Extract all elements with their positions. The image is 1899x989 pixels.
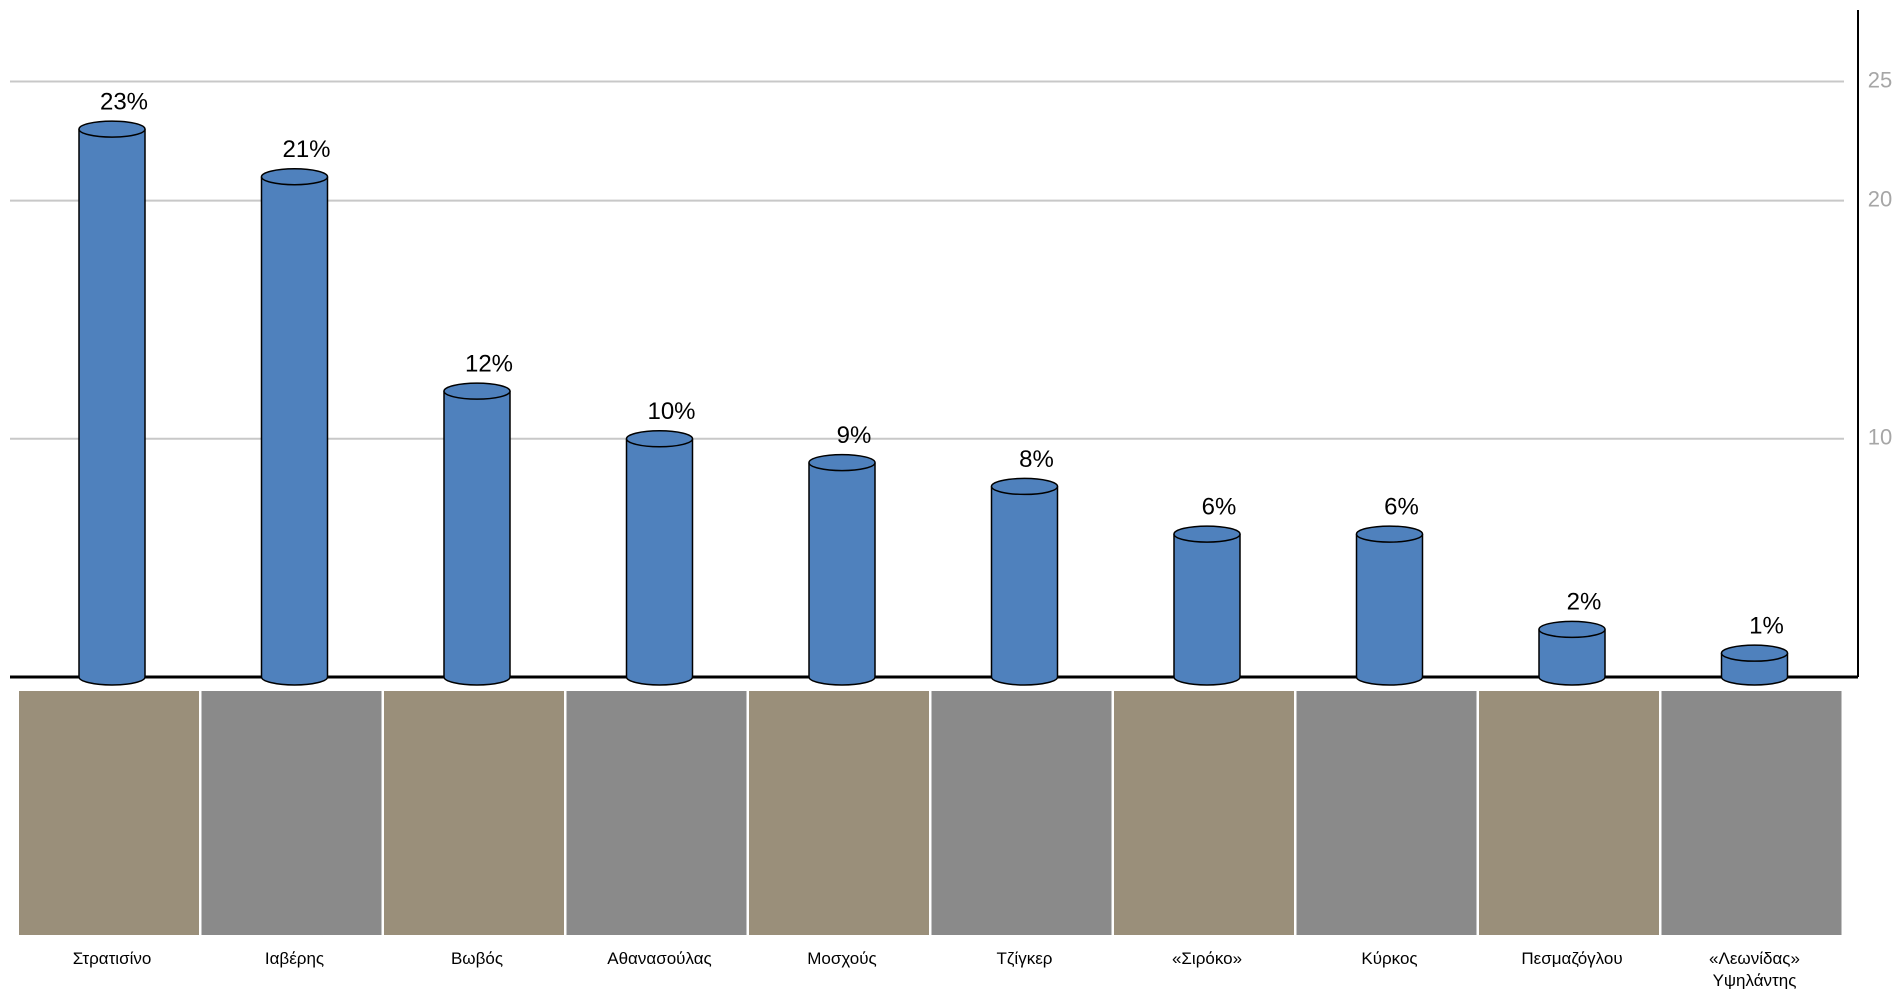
bar-outline — [78, 129, 146, 686]
bar — [1173, 525, 1241, 686]
data-label: 10% — [647, 398, 695, 425]
bar-cap — [625, 430, 694, 448]
photo — [201, 691, 382, 935]
photo — [1479, 691, 1659, 935]
bar-cap — [1355, 525, 1424, 543]
y-tick-label: 25 — [1868, 67, 1892, 92]
bar — [808, 453, 876, 686]
x-tick-label: Πεσμαζόγλου — [1521, 949, 1623, 968]
photo — [749, 691, 929, 935]
bar-outline — [443, 391, 511, 686]
bar — [443, 382, 511, 686]
x-tick-label: Τζίγκερ — [996, 949, 1053, 968]
y-tick-label: 20 — [1868, 186, 1892, 211]
x-tick-label: Ιαβέρης — [264, 949, 325, 968]
data-label: 21% — [282, 136, 330, 163]
bar-outline — [808, 462, 876, 686]
bar-outline — [1720, 653, 1789, 686]
bar — [260, 168, 329, 686]
data-label: 8% — [1019, 446, 1054, 473]
data-label: 1% — [1749, 613, 1784, 640]
bar — [78, 120, 146, 686]
bar — [1720, 644, 1789, 686]
data-label: 6% — [1202, 493, 1237, 520]
data-label: 9% — [837, 422, 872, 449]
bar-outline — [625, 438, 694, 686]
x-tick-label: Μοσχούς — [807, 949, 877, 968]
bar-cap — [78, 120, 146, 138]
x-tick-label: Βωβός — [450, 949, 504, 968]
bar-cap — [443, 382, 511, 400]
x-tick-label: «Λεωνίδας» Υψηλάντης — [1709, 949, 1800, 989]
photo — [566, 691, 747, 935]
y-tick-label: 10 — [1868, 425, 1892, 450]
bar-outline — [990, 486, 1059, 686]
photo — [1661, 691, 1842, 935]
bar-outline — [1355, 534, 1424, 686]
photo — [1114, 691, 1294, 935]
x-tick-label: Στρατισίνο — [72, 949, 152, 968]
x-tick-label: Κύρκος — [1361, 949, 1418, 968]
data-label: 2% — [1567, 589, 1602, 616]
bar-outline — [1538, 629, 1606, 686]
data-label: 12% — [465, 350, 513, 377]
x-tick-label: Αθανασούλας — [607, 949, 712, 968]
photo — [931, 691, 1112, 935]
data-label: 6% — [1384, 493, 1419, 520]
bar-cap — [1720, 644, 1789, 662]
bar — [1355, 525, 1424, 686]
bar-cap — [1173, 525, 1241, 543]
bar-outline — [1173, 534, 1241, 686]
bar-cap — [990, 477, 1059, 496]
bar — [625, 430, 694, 686]
photo — [1296, 691, 1477, 935]
bar-cap — [808, 453, 876, 472]
data-label: 23% — [100, 88, 148, 115]
bar-cap — [260, 168, 329, 186]
photo — [384, 691, 564, 935]
photo — [19, 691, 199, 935]
x-tick-label: «Σιρόκο» — [1171, 949, 1243, 968]
bar-outline — [260, 176, 329, 686]
bar — [990, 477, 1059, 686]
bar-cap — [1538, 620, 1606, 639]
bar — [1538, 620, 1606, 686]
